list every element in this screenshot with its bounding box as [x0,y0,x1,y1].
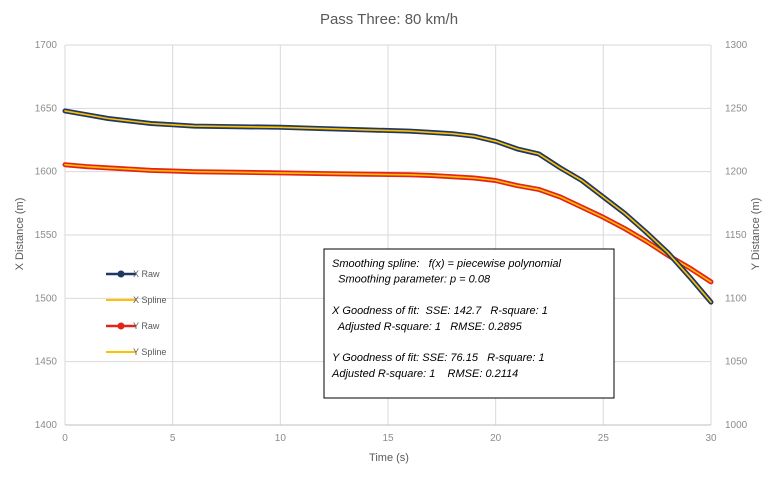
legend-label-y-raw: Y Raw [133,321,160,331]
y-tick-label: 1500 [35,293,58,304]
legend-label-y-spline: Y Spline [133,347,166,357]
y-tick-label: 1700 [35,40,58,51]
y2-tick-label: 1150 [725,230,747,241]
legend-marker-y-raw [117,322,125,330]
x-tick-label: 20 [490,433,502,444]
annotation-line: Smoothing spline: f(x) = piecewise polyn… [332,258,562,270]
y-tick-label: 1400 [35,420,58,431]
y2-tick-label: 1250 [725,103,748,114]
y-tick-label: 1550 [35,230,58,241]
y2-tick-label: 1000 [725,420,748,431]
legend: X Raw X Spline Y Raw Y Spline [106,269,167,357]
x-tick-label: 15 [382,433,394,444]
annotation-line: Adjusted R-square: 1 RMSE: 0.2895 [332,321,523,333]
series-line-y-spline [64,163,712,283]
annotation-line: Y Goodness of fit: SSE: 76.15 R-square: … [332,352,545,364]
legend-marker-x-raw [117,270,125,278]
annotation-line: Smoothing parameter: p = 0.08 [332,274,491,286]
y-tick-label: 1450 [35,357,58,368]
y2-tick-label: 1050 [725,357,748,368]
annotation-frame [323,248,615,399]
chart-title: Pass Three: 80 km/h [320,11,458,28]
x-tick-label: 10 [275,433,287,444]
x-tick-label: 5 [170,433,176,444]
legend-label-x-raw: X Raw [133,269,160,279]
y2-tick-label: 1200 [725,167,748,178]
x-tick-label: 0 [62,433,68,444]
legend-label-x-spline: X Spline [133,295,167,305]
series-line-x-spline [64,110,712,303]
y-tick-label: 1650 [35,103,58,114]
x-tick-label: 30 [705,433,717,444]
y2-axis-title: Y Distance (m) [750,198,762,271]
y2-tick-label: 1100 [725,293,747,304]
series-group [62,108,714,305]
fit-annotation-box: Smoothing spline: f(x) = piecewise polyn… [323,248,615,399]
annotation-line: X Goodness of fit: SSE: 142.7 R-square: … [331,305,548,317]
y-axis-title: X Distance (m) [14,198,26,271]
y2-tick-label: 1300 [725,40,748,51]
x-axis-title: Time (s) [369,452,409,464]
axes: 1400145015001550160016501700100010501100… [35,40,748,444]
x-tick-label: 25 [598,433,610,444]
annotation-line: Adjusted R-square: 1 RMSE: 0.2114 [331,368,518,380]
y-tick-label: 1600 [35,167,58,178]
